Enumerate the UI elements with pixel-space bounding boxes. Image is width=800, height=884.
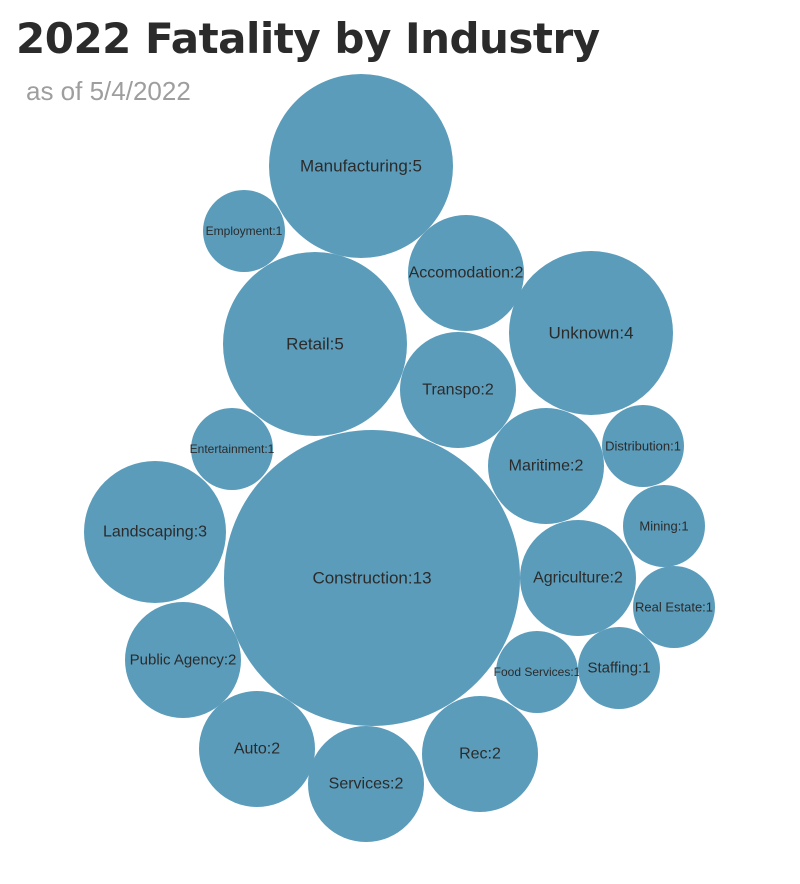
bubble-public-agency bbox=[125, 602, 241, 718]
bubble-mining bbox=[623, 485, 705, 567]
bubble-label-entertainment: Entertainment:1 bbox=[190, 442, 275, 456]
bubble-label-transpo: Transpo:2 bbox=[422, 382, 494, 399]
chart-subtitle: as of 5/4/2022 bbox=[26, 76, 191, 106]
chart-title: 2022 Fatality by Industry bbox=[16, 14, 600, 63]
bubble-manufacturing bbox=[269, 74, 453, 258]
bubble-label-employment: Employment:1 bbox=[206, 224, 283, 238]
bubble-agriculture bbox=[520, 520, 636, 636]
bubble-rec bbox=[422, 696, 538, 812]
bubble-real-estate bbox=[633, 566, 715, 648]
bubble-label-manufacturing: Manufacturing:5 bbox=[300, 157, 422, 176]
bubble-food-services bbox=[496, 631, 578, 713]
bubble-label-construction: Construction:13 bbox=[312, 569, 431, 588]
bubble-employment bbox=[203, 190, 285, 272]
bubble-label-public-agency: Public Agency:2 bbox=[130, 652, 237, 669]
bubble-label-services: Services:2 bbox=[329, 776, 404, 793]
bubble-label-accomodation: Accomodation:2 bbox=[409, 265, 524, 282]
bubble-label-real-estate: Real Estate:1 bbox=[635, 600, 713, 615]
bubble-label-agriculture: Agriculture:2 bbox=[533, 570, 623, 587]
bubble-unknown bbox=[509, 251, 673, 415]
bubble-construction bbox=[224, 430, 520, 726]
bubble-label-food-services: Food Services:1 bbox=[494, 665, 581, 679]
bubble-auto bbox=[199, 691, 315, 807]
bubble-services bbox=[308, 726, 424, 842]
bubble-landscaping bbox=[84, 461, 226, 603]
bubble-label-mining: Mining:1 bbox=[639, 519, 688, 534]
bubble-label-maritime: Maritime:2 bbox=[509, 458, 584, 475]
bubble-accomodation bbox=[408, 215, 524, 331]
bubble-staffing bbox=[578, 627, 660, 709]
bubble-label-rec: Rec:2 bbox=[459, 746, 501, 763]
bubble-retail bbox=[223, 252, 407, 436]
bubble-label-unknown: Unknown:4 bbox=[548, 324, 633, 343]
bubble-label-auto: Auto:2 bbox=[234, 741, 280, 758]
bubble-entertainment bbox=[191, 408, 273, 490]
bubble-label-staffing: Staffing:1 bbox=[587, 660, 650, 677]
bubble-label-retail: Retail:5 bbox=[286, 335, 344, 354]
bubble-distribution bbox=[602, 405, 684, 487]
bubble-label-distribution: Distribution:1 bbox=[605, 439, 681, 454]
bubble-transpo bbox=[400, 332, 516, 448]
bubble-maritime bbox=[488, 408, 604, 524]
bubble-label-landscaping: Landscaping:3 bbox=[103, 524, 207, 541]
